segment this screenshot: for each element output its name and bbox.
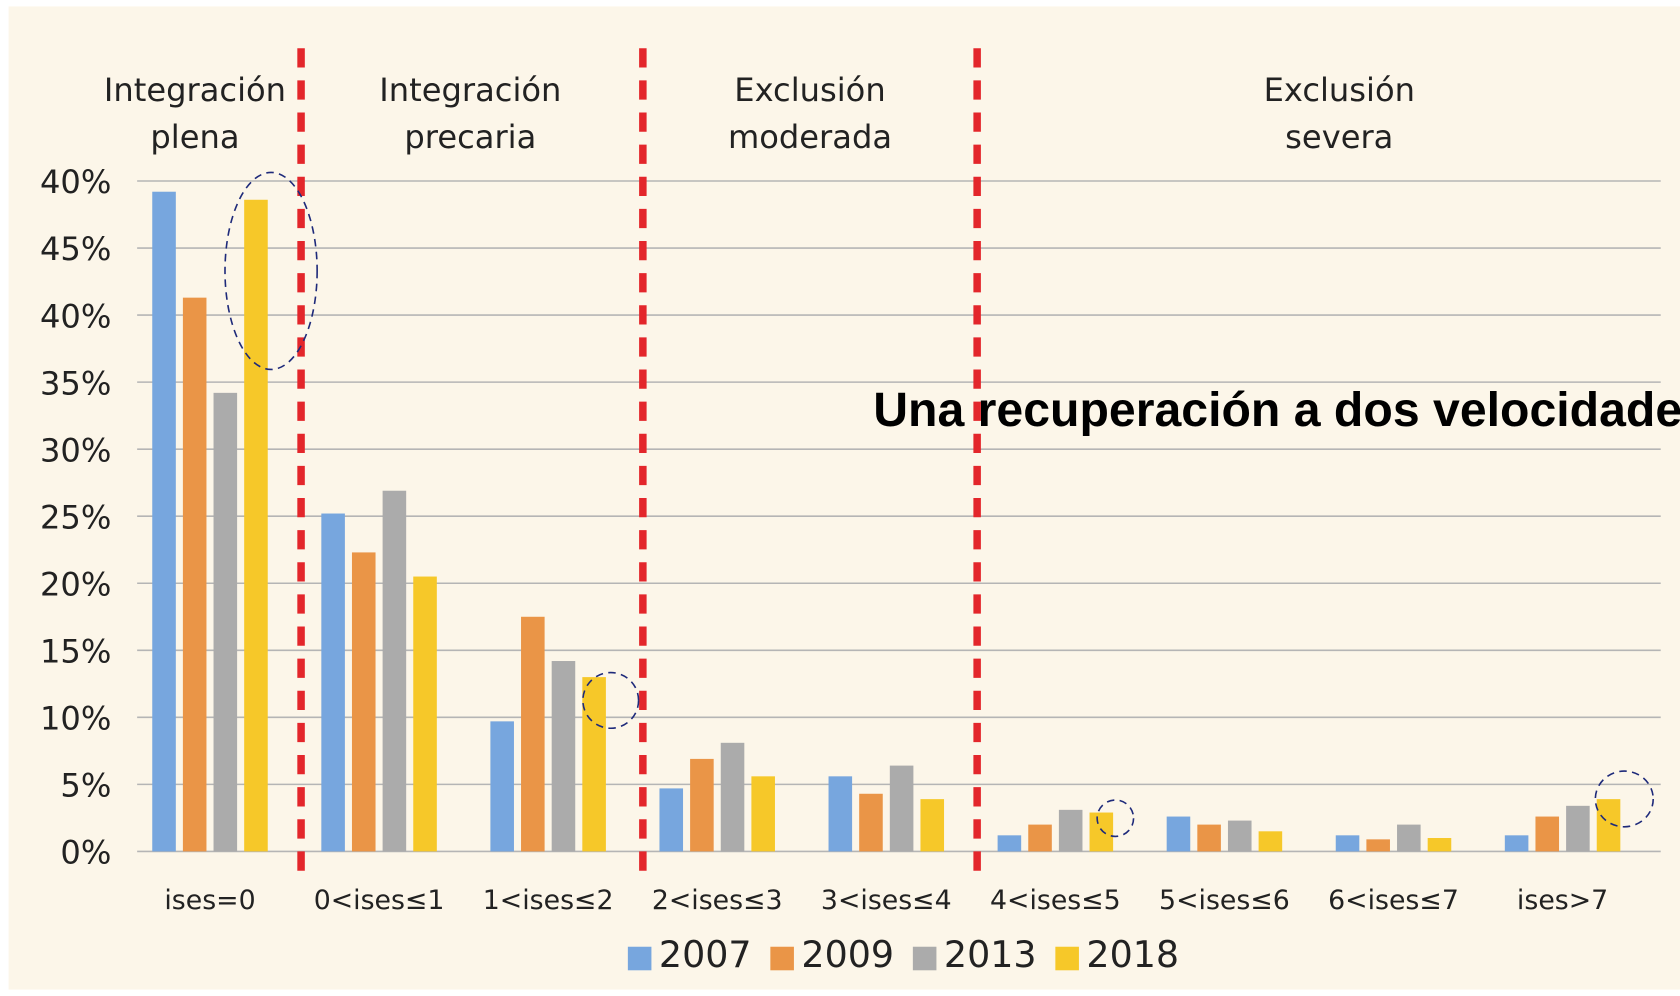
bar [1028, 824, 1052, 852]
x-tick-label: 5<ises≤6 [1159, 885, 1290, 916]
x-tick-label: 0<ises≤1 [314, 885, 445, 916]
group-label: Exclusión [734, 71, 885, 109]
y-tick-label: 5% [60, 767, 111, 805]
legend-swatch [1055, 946, 1079, 971]
bar [244, 199, 268, 852]
group-label: severa [1285, 118, 1393, 156]
bar [1566, 805, 1590, 852]
bar [321, 513, 345, 852]
y-tick-label: 0% [60, 834, 111, 872]
bar [1504, 835, 1529, 852]
annotation: Una recuperación a dos velocidades [873, 383, 1680, 437]
bar [521, 616, 545, 852]
bar [828, 776, 853, 852]
highlights [224, 171, 1655, 838]
bar [1397, 824, 1421, 852]
bar [889, 765, 914, 852]
bar [152, 191, 176, 852]
x-tick-label: 4<ises≤5 [990, 885, 1121, 916]
bar [1089, 812, 1114, 852]
bar [1366, 839, 1390, 852]
bar [1197, 824, 1221, 852]
legend-swatch [627, 946, 652, 971]
y-tick-label: 10% [40, 700, 111, 738]
bar [751, 776, 775, 852]
bar [720, 742, 745, 852]
x-tick-label: 6<ises≤7 [1328, 885, 1459, 916]
legend-swatch [770, 946, 794, 971]
bar [997, 835, 1022, 852]
bar [1596, 799, 1621, 852]
x-tick-label: ises>7 [1517, 885, 1608, 916]
bar [490, 721, 514, 852]
dividers [297, 48, 981, 873]
bar [413, 576, 437, 852]
x-tick-label: ises=0 [164, 885, 255, 916]
legend-label: 2018 [1086, 933, 1179, 976]
bar [1058, 809, 1083, 852]
x-tick-label: 1<ises≤2 [483, 885, 614, 916]
bar [382, 490, 407, 852]
bar [659, 788, 684, 852]
legend-label: 2013 [944, 933, 1037, 976]
group-label: Integración [104, 71, 286, 109]
highlight [224, 171, 318, 371]
bar [351, 552, 376, 852]
group-label: plena [150, 118, 239, 156]
bars [152, 191, 1621, 852]
bar [182, 297, 207, 852]
y-tick-label: 40% [40, 163, 111, 201]
x-tick-label: 3<ises≤4 [821, 885, 952, 916]
bar [920, 799, 945, 852]
bar [859, 793, 883, 852]
bar [582, 677, 606, 852]
y-tick-label: 25% [40, 498, 111, 536]
group-label: precaria [404, 118, 536, 156]
y-tick-label: 45% [40, 230, 111, 268]
group-label: moderada [728, 118, 892, 156]
highlight [1594, 770, 1655, 828]
highlight [1096, 799, 1135, 838]
bar [1535, 816, 1560, 852]
labels: 0% 5% 10% 15% 20% 25% 30% 35% 40% 45% 40% ises=0 0<i… [40, 71, 1608, 976]
legend-label: 2009 [801, 933, 894, 976]
bar [1335, 835, 1360, 852]
bar [1227, 820, 1252, 852]
x-tick-label: 2<ises≤3 [652, 885, 783, 916]
highlight [582, 671, 640, 730]
bar [1258, 831, 1283, 852]
bar [213, 392, 238, 852]
bar [1427, 838, 1452, 852]
group-label: Integración [379, 71, 561, 109]
legend-swatch [912, 946, 937, 971]
y-tick-label: 40% [40, 297, 111, 335]
bar [1166, 816, 1191, 852]
y-tick-label: 15% [40, 633, 111, 671]
bar [690, 758, 714, 852]
group-label: Exclusión [1264, 71, 1415, 109]
y-tick-label: 20% [40, 565, 111, 603]
y-tick-label: 35% [40, 364, 111, 402]
bar [551, 661, 576, 852]
y-tick-label: 30% [40, 431, 111, 469]
legend-label: 2007 [659, 933, 752, 976]
